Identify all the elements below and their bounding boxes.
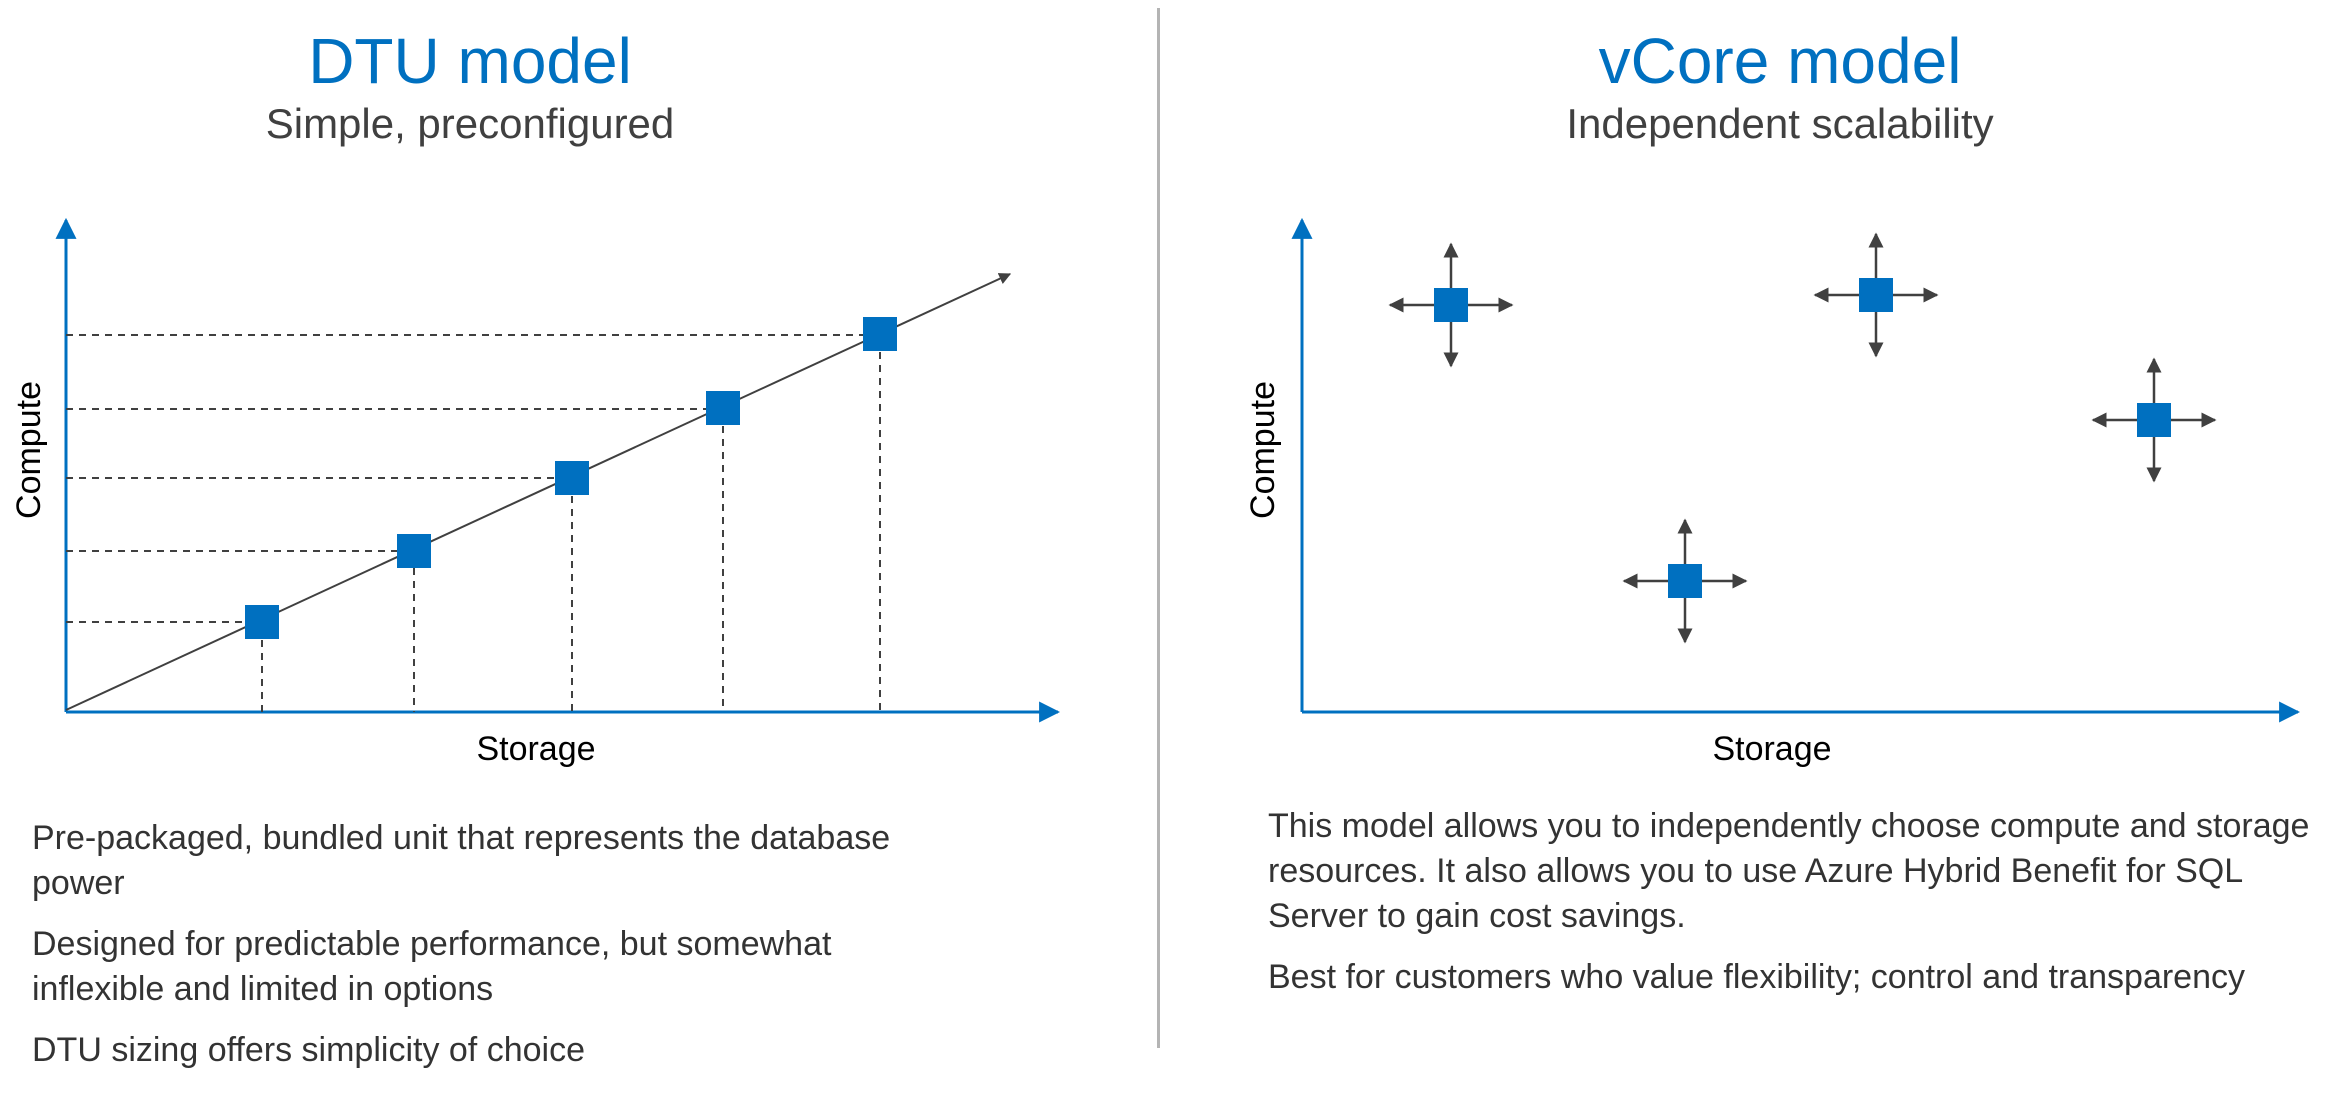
vcore-model-panel: vCore model Independent scalability <box>1168 0 2328 1093</box>
dtu-bullet-2: Designed for predictable performance, bu… <box>32 925 832 1008</box>
dtu-bullet-3: DTU sizing offers simplicity of choice <box>32 1031 585 1069</box>
dtu-guide-lines <box>66 334 881 712</box>
vcore-square-1 <box>1434 288 1468 322</box>
dtu-y-axis-label: Compute <box>10 381 48 519</box>
vcore-node-2 <box>1813 232 1939 358</box>
vcore-y-axis-label: Compute <box>1244 381 1282 519</box>
vcore-description: This model allows you to independently c… <box>1268 804 2328 1016</box>
dtu-subtitle: Simple, preconfigured <box>265 100 675 147</box>
vcore-node-4 <box>1622 518 1748 644</box>
vcore-bullet-1: This model allows you to independently c… <box>1268 807 2310 935</box>
vcore-x-axis-label: Storage <box>1712 730 1831 768</box>
vcore-title: vCore model <box>1598 25 1962 97</box>
dtu-tier-square-2 <box>397 534 431 568</box>
vcore-square-4 <box>1668 564 1702 598</box>
vcore-diagram: Compute Storage <box>1244 217 2301 768</box>
dtu-tier-square-1 <box>245 605 279 639</box>
vcore-bullet-2: Best for customers who value flexibility… <box>1268 958 2246 996</box>
dtu-tier-square-5 <box>863 317 897 351</box>
panel-divider <box>1157 8 1160 1048</box>
dtu-bullet-1: Pre-packaged, bundled unit that represen… <box>32 819 891 902</box>
vcore-node-1 <box>1388 242 1514 368</box>
vcore-square-3 <box>2137 403 2171 437</box>
dtu-tier-square-3 <box>555 461 589 495</box>
dtu-title: DTU model <box>308 25 632 97</box>
vcore-subtitle: Independent scalability <box>1566 100 1994 147</box>
dtu-model-panel: DTU model Simple, preconfigured <box>0 0 1160 1093</box>
dtu-x-axis-label: Storage <box>476 730 595 768</box>
vcore-square-2 <box>1859 278 1893 312</box>
dtu-scaling-line <box>65 273 1012 711</box>
dtu-description: Pre-packaged, bundled unit that represen… <box>32 816 932 1089</box>
vcore-node-3 <box>2091 357 2217 483</box>
dtu-tier-square-4 <box>706 391 740 425</box>
dtu-diagram: Compute Storage <box>10 217 1061 768</box>
